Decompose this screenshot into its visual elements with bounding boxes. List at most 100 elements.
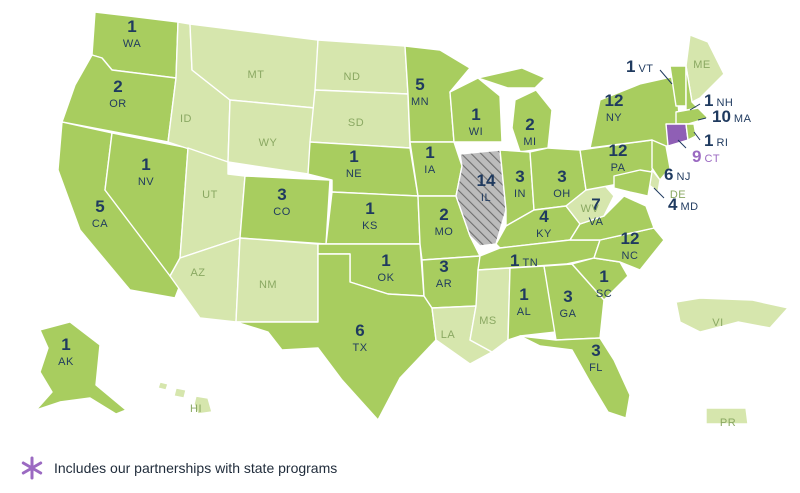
state-MD[interactable] xyxy=(613,169,653,197)
state-WI[interactable] xyxy=(449,77,503,143)
abbr-IL: IL xyxy=(481,192,491,204)
state-TX[interactable] xyxy=(235,253,437,421)
count-CT: 9 xyxy=(692,147,701,166)
count-AK: 1 xyxy=(61,335,70,354)
state-RI[interactable] xyxy=(685,123,697,141)
state-AZ[interactable] xyxy=(169,237,241,323)
state-HI[interactable] xyxy=(157,381,213,415)
abbr-PA: PA xyxy=(611,162,626,174)
abbr-NV: NV xyxy=(138,176,154,188)
count-VA: 7 xyxy=(591,195,600,214)
abbr-SC: SC xyxy=(596,288,612,300)
legend: Includes our partnerships with state pro… xyxy=(20,456,337,480)
abbr-ND: ND xyxy=(344,71,361,83)
abbr-MT: MT xyxy=(248,69,265,81)
abbr-SD: SD xyxy=(348,117,364,129)
abbr-NE: NE xyxy=(346,168,362,180)
count-MO: 2 xyxy=(439,205,448,224)
abbr-WI: WI xyxy=(469,126,483,138)
count-VT: 1 xyxy=(626,57,635,76)
abbr-WA: WA xyxy=(123,38,141,50)
state-VI[interactable] xyxy=(675,297,789,333)
label-VT: 1 VT xyxy=(626,57,654,76)
abbr-GA: GA xyxy=(560,308,577,320)
count-KS: 1 xyxy=(365,199,374,218)
abbr-AL: AL xyxy=(517,306,531,318)
abbr-FL: FL xyxy=(589,362,603,374)
legend-text: Includes our partnerships with state pro… xyxy=(54,460,338,476)
abbr-PR: PR xyxy=(720,417,736,429)
abbr-LA: LA xyxy=(441,329,456,341)
count-CA: 5 xyxy=(95,197,104,216)
label-MD: 4 MD xyxy=(668,195,699,214)
state-AL[interactable] xyxy=(507,265,557,341)
count-PA: 12 xyxy=(609,141,628,160)
abbr-AR: AR xyxy=(436,278,452,290)
asterisk-icon xyxy=(21,456,43,480)
abbr-HI: HI xyxy=(190,403,202,415)
abbr-NY: NY xyxy=(606,112,622,124)
abbr-TX: TX xyxy=(352,342,367,354)
count-IL: 14 xyxy=(477,171,496,190)
state-ND[interactable] xyxy=(314,39,409,95)
abbr-NM: NM xyxy=(259,279,277,291)
abbr-TN: TN xyxy=(522,257,538,269)
abbr-CO: CO xyxy=(273,206,291,218)
abbr-NC: NC xyxy=(622,250,639,262)
state-IA[interactable] xyxy=(409,141,463,197)
state-SC[interactable] xyxy=(571,257,629,301)
state-MA[interactable] xyxy=(675,107,709,125)
abbr-DE: DE xyxy=(670,189,686,201)
count-RI: 1 xyxy=(704,131,713,150)
abbr-MN: MN xyxy=(411,96,429,108)
label-NJ: 6 NJ xyxy=(664,165,691,184)
abbr-VT: VT xyxy=(638,63,653,75)
count-TX: 6 xyxy=(355,321,364,340)
state-GA[interactable] xyxy=(543,263,605,341)
label-MA: 10 MA xyxy=(712,107,752,126)
count-OK: 1 xyxy=(381,251,390,270)
abbr-OK: OK xyxy=(378,272,395,284)
abbr-NJ: NJ xyxy=(676,171,690,183)
count-GA: 3 xyxy=(563,287,572,306)
abbr-MS: MS xyxy=(479,315,497,327)
label-CT: 9 CT xyxy=(692,147,720,166)
count-NE: 1 xyxy=(349,147,358,166)
state-CT[interactable] xyxy=(665,123,689,147)
abbr-VA: VA xyxy=(589,216,604,228)
count-NJ: 6 xyxy=(664,165,673,184)
count-CO: 3 xyxy=(277,185,286,204)
count-SC: 1 xyxy=(599,267,608,286)
state-NJ[interactable] xyxy=(651,139,671,181)
abbr-IA: IA xyxy=(424,164,436,176)
count-OH: 3 xyxy=(557,167,566,186)
count-MD: 4 xyxy=(668,195,678,214)
abbr-AK: AK xyxy=(58,356,74,368)
state-PR[interactable] xyxy=(705,407,749,425)
count-MI: 2 xyxy=(525,115,534,134)
callout-lines xyxy=(653,69,707,199)
abbr-KS: KS xyxy=(362,220,378,232)
abbr-CA: CA xyxy=(92,218,108,230)
abbr-IN: IN xyxy=(514,188,526,200)
abbr-MO: MO xyxy=(435,226,454,238)
abbr-NH: NH xyxy=(716,97,733,109)
count-MA: 10 xyxy=(712,107,731,126)
abbr-WV: WV xyxy=(581,203,600,215)
abbr-OR: OR xyxy=(109,98,127,110)
state-FL[interactable] xyxy=(519,335,631,419)
count-WI: 1 xyxy=(471,105,480,124)
count-OR: 2 xyxy=(113,77,122,96)
count-NV: 1 xyxy=(141,155,150,174)
abbr-RI: RI xyxy=(716,137,728,149)
abbr-UT: UT xyxy=(202,189,218,201)
label-TN: 1 TN xyxy=(510,251,538,270)
count-TN: 1 xyxy=(510,251,519,270)
state-AK[interactable] xyxy=(35,321,127,415)
count-AR: 3 xyxy=(439,257,448,276)
label-NH: 1 NH xyxy=(704,91,733,110)
count-FL: 3 xyxy=(591,341,600,360)
abbr-MD: MD xyxy=(680,201,698,213)
count-NH: 1 xyxy=(704,91,713,110)
count-KY: 4 xyxy=(539,207,549,226)
